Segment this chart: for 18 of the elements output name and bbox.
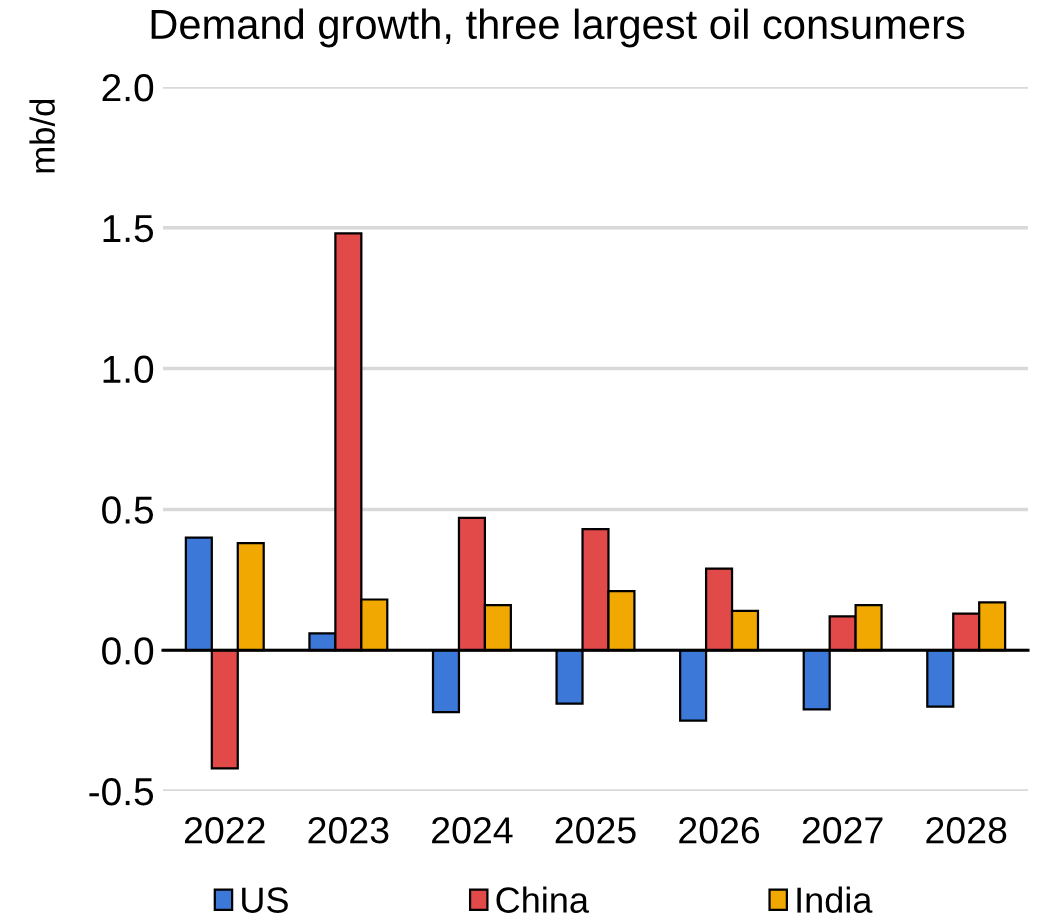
y-tick-label: 0.0: [102, 637, 154, 665]
y-tick-label: 1.5: [103, 215, 154, 243]
x-tick-label: 2025: [555, 816, 636, 844]
y-tick-label: 2.0: [102, 73, 154, 102]
y-tick-label: 0.5: [102, 496, 154, 524]
y-tick-label: -0.5: [89, 777, 154, 806]
y-axis-title: mb/d: [29, 99, 55, 173]
legend-label: India: [797, 886, 873, 913]
x-tick-label: 2026: [679, 816, 760, 844]
legend-label: China: [496, 886, 589, 913]
x-tick-label: 2028: [926, 816, 1007, 844]
x-tick-label: 2024: [432, 816, 513, 844]
x-tick-label: 2027: [802, 816, 883, 844]
y-tick-label: 1.0: [103, 355, 154, 384]
x-tick-label: 2022: [184, 816, 265, 844]
legend-label: US: [242, 887, 288, 913]
x-tick-label: 2023: [308, 816, 389, 844]
chart-title: Demand growth, three largest oil consumers: [151, 8, 965, 48]
